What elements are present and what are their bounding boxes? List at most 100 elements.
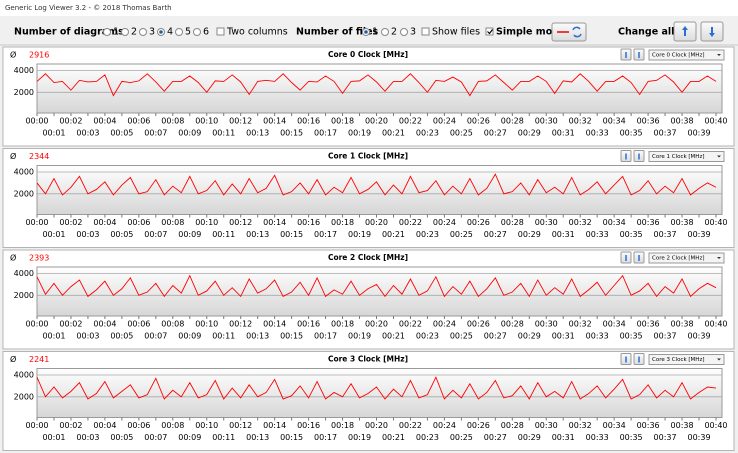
- x-tick-label: 00:02: [59, 421, 82, 430]
- x-tick-label: 00:16: [297, 218, 320, 227]
- x-tick-label: 00:12: [229, 218, 252, 227]
- y-tick-label: 4000: [14, 269, 34, 278]
- change-all-label: Change all: [618, 27, 674, 38]
- radio-label: 2: [131, 27, 137, 38]
- x-tick-label: 00:36: [637, 117, 660, 126]
- x-tick-label: 00:01: [42, 129, 65, 138]
- radio-label: 3: [410, 27, 416, 38]
- data-line: [36, 173, 717, 196]
- x-tick-label: 00:18: [331, 117, 354, 126]
- x-tick-label: 00:13: [246, 230, 269, 239]
- x-tick-label: 00:39: [687, 332, 710, 341]
- radio-button[interactable]: [400, 28, 408, 36]
- x-tick-label: 00:02: [59, 117, 82, 126]
- x-tick-label: 00:00: [25, 117, 48, 126]
- dropdown-label: Core 2 Clock [MHz]: [652, 256, 704, 262]
- x-tick-label: 00:15: [280, 230, 303, 239]
- x-tick-label: 00:25: [450, 332, 473, 341]
- x-tick-label: 00:05: [110, 433, 133, 442]
- x-tick-label: 00:25: [450, 230, 473, 239]
- radio-button[interactable]: [381, 28, 389, 36]
- up-arrow-icon: [682, 26, 688, 36]
- x-tick-label: 00:08: [161, 218, 184, 227]
- radio-label: 6: [203, 27, 209, 38]
- x-tick-label: 00:11: [212, 433, 235, 442]
- x-tick-label: 00:27: [484, 332, 507, 341]
- x-tick-label: 00:15: [280, 433, 303, 442]
- radio-button[interactable]: [175, 28, 183, 36]
- dropdown-arrow: [717, 155, 721, 158]
- two-columns-checkbox[interactable]: [216, 27, 225, 36]
- chart-panel: Ø 2916 Core 0 Clock [MHz] Core 0 Clock [MHz…: [2, 46, 735, 147]
- x-tick-label: 00:19: [348, 332, 371, 341]
- y-tick-label: 4000: [14, 168, 34, 177]
- chart-panel: Ø 2241 Core 3 Clock [MHz] Core 3 Clock [MHz…: [2, 351, 735, 451]
- x-tick-label: 00:33: [586, 332, 609, 341]
- x-tick-label: 00:36: [637, 218, 660, 227]
- x-tick-label: 00:27: [484, 129, 507, 138]
- x-tick-label: 00:21: [382, 332, 405, 341]
- x-tick-label: 00:22: [399, 117, 422, 126]
- radio-button[interactable]: [193, 28, 201, 36]
- x-tick-label: 00:06: [127, 421, 150, 430]
- x-tick-label: 00:07: [144, 230, 167, 239]
- x-tick-label: 00:21: [382, 129, 405, 138]
- refresh-icon: [572, 26, 582, 38]
- x-tick-label: 00:10: [195, 117, 218, 126]
- x-tick-label: 00:00: [25, 320, 48, 329]
- radio-button[interactable]: [139, 28, 147, 36]
- x-tick-label: 00:16: [297, 421, 320, 430]
- x-tick-label: 00:22: [399, 421, 422, 430]
- show-files-checkbox[interactable]: [421, 27, 430, 36]
- x-tick-label: 00:35: [620, 129, 643, 138]
- x-tick-label: 00:40: [704, 117, 727, 126]
- data-line: [36, 274, 717, 298]
- x-tick-label: 00:33: [586, 230, 609, 239]
- x-tick-label: 00:17: [314, 332, 337, 341]
- x-tick-label: 00:29: [518, 129, 541, 138]
- x-tick-label: 00:36: [637, 320, 660, 329]
- series-dropdown[interactable]: [648, 252, 725, 264]
- x-tick-label: 00:06: [127, 218, 150, 227]
- x-tick-label: 00:12: [229, 320, 252, 329]
- x-tick-label: 00:30: [535, 218, 558, 227]
- x-tick-label: 00:23: [416, 230, 439, 239]
- average-symbol: Ø: [10, 151, 16, 161]
- x-tick-label: 00:18: [331, 421, 354, 430]
- simple-mode-checkbox[interactable]: [485, 27, 494, 36]
- x-tick-label: 00:09: [178, 129, 201, 138]
- x-tick-label: 00:25: [450, 129, 473, 138]
- series-dropdown[interactable]: [648, 354, 725, 365]
- x-tick-label: 00:14: [263, 421, 286, 430]
- x-tick-label: 00:39: [687, 129, 710, 138]
- x-tick-label: 00:04: [93, 320, 116, 329]
- radio-button[interactable]: [121, 28, 129, 36]
- series-dropdown[interactable]: [648, 151, 725, 162]
- simple-mode-label: Simple mode: [496, 27, 565, 38]
- x-tick-label: 00:32: [569, 320, 592, 329]
- x-tick-label: 00:26: [467, 117, 490, 126]
- x-tick-label: 00:07: [144, 433, 167, 442]
- plot-area: [36, 266, 723, 317]
- x-tick-label: 00:03: [76, 129, 99, 138]
- series-dropdown[interactable]: [648, 49, 725, 61]
- radio-button[interactable]: [103, 28, 111, 36]
- x-tick-label: 00:14: [263, 117, 286, 126]
- x-tick-label: 00:34: [603, 117, 626, 126]
- x-tick-label: 00:19: [348, 433, 371, 442]
- x-tick-label: 00:16: [297, 320, 320, 329]
- x-tick-label: 00:26: [467, 218, 490, 227]
- x-tick-label: 00:12: [229, 421, 252, 430]
- x-tick-label: 00:29: [518, 433, 541, 442]
- x-tick-label: 00:02: [59, 320, 82, 329]
- dropdown-label: Core 1 Clock [MHz]: [652, 154, 704, 160]
- down-arrow-icon: [709, 27, 715, 37]
- x-tick-label: 00:32: [569, 218, 592, 227]
- x-tick-label: 00:17: [314, 129, 337, 138]
- x-tick-label: 00:23: [416, 433, 439, 442]
- x-tick-label: 00:36: [637, 421, 660, 430]
- x-tick-label: 00:39: [687, 433, 710, 442]
- files-label: Number of files: [296, 27, 379, 38]
- x-tick-label: 00:24: [433, 320, 456, 329]
